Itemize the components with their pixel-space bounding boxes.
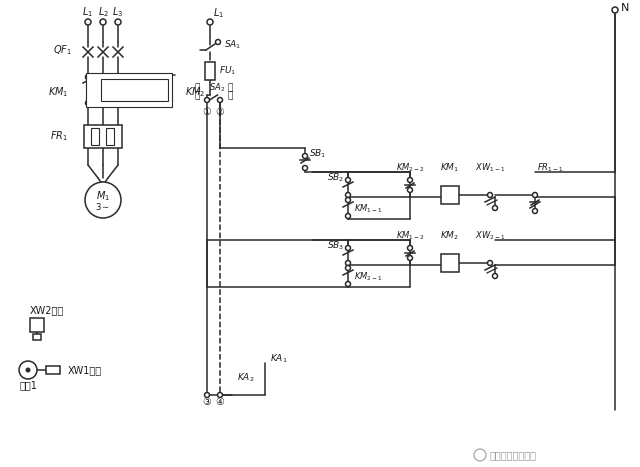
- Text: ②: ②: [216, 107, 225, 117]
- Circle shape: [408, 255, 413, 261]
- Text: $SB_1$: $SB_1$: [309, 148, 326, 160]
- Text: 手: 手: [227, 84, 233, 92]
- Text: $SA_1$: $SA_1$: [224, 39, 241, 51]
- Circle shape: [207, 19, 213, 25]
- Text: $KM_{1-1}$: $KM_{1-1}$: [354, 203, 383, 215]
- Circle shape: [408, 246, 413, 250]
- Circle shape: [136, 100, 141, 106]
- Bar: [441, 254, 459, 272]
- Text: 电工技术知识学习: 电工技术知识学习: [490, 450, 537, 460]
- Bar: [84, 125, 122, 148]
- Circle shape: [303, 165, 307, 170]
- Text: ③: ③: [203, 397, 211, 407]
- Circle shape: [163, 75, 168, 79]
- Circle shape: [205, 392, 209, 397]
- Text: $L_1$: $L_1$: [83, 5, 93, 19]
- Circle shape: [346, 266, 351, 270]
- Circle shape: [136, 75, 141, 79]
- Text: $KM_{1-2}$: $KM_{1-2}$: [396, 230, 424, 242]
- Text: 动: 动: [195, 92, 200, 100]
- Text: $M_1$: $M_1$: [96, 189, 110, 203]
- Text: $KA_1$: $KA_1$: [270, 353, 287, 365]
- Text: 自: 自: [195, 84, 200, 92]
- Circle shape: [218, 98, 223, 102]
- Circle shape: [493, 274, 497, 278]
- Circle shape: [85, 182, 121, 218]
- Circle shape: [408, 187, 413, 192]
- Text: $SB_3$: $SB_3$: [326, 240, 344, 252]
- Text: $FR_1$: $FR_1$: [50, 129, 68, 143]
- Text: $KM_2$: $KM_2$: [185, 85, 205, 99]
- Circle shape: [532, 208, 538, 213]
- Text: $L_1$: $L_1$: [213, 6, 224, 20]
- Bar: [30, 318, 44, 332]
- Circle shape: [85, 19, 91, 25]
- Text: N: N: [621, 3, 629, 13]
- Circle shape: [100, 75, 106, 79]
- Circle shape: [216, 40, 221, 44]
- Circle shape: [86, 75, 90, 79]
- Text: $QF_1$: $QF_1$: [53, 43, 72, 57]
- Text: 动: 动: [227, 92, 233, 100]
- Text: $XW_{2-1}$: $XW_{2-1}$: [475, 230, 505, 242]
- Text: $SB_2$: $SB_2$: [326, 172, 344, 184]
- Circle shape: [150, 100, 154, 106]
- Text: $FR_{1-1}$: $FR_{1-1}$: [537, 162, 564, 174]
- Circle shape: [218, 392, 223, 397]
- Circle shape: [346, 261, 351, 266]
- Text: 凸轮1: 凸轮1: [19, 380, 37, 390]
- Text: $XW_{1-1}$: $XW_{1-1}$: [475, 162, 505, 174]
- Text: $L_3$: $L_3$: [113, 5, 124, 19]
- Circle shape: [100, 100, 106, 106]
- Circle shape: [100, 19, 106, 25]
- Circle shape: [115, 100, 120, 106]
- Text: $L_2$: $L_2$: [97, 5, 109, 19]
- Bar: [33, 334, 41, 340]
- Circle shape: [346, 246, 351, 250]
- Text: $KM_{2-1}$: $KM_{2-1}$: [354, 271, 383, 283]
- Text: XW1全开: XW1全开: [68, 365, 102, 375]
- Circle shape: [532, 192, 538, 198]
- Text: ④: ④: [216, 397, 225, 407]
- Bar: [46, 366, 60, 374]
- Circle shape: [163, 100, 168, 106]
- Circle shape: [408, 177, 413, 183]
- Text: $KM_1$: $KM_1$: [47, 85, 68, 99]
- Bar: [441, 186, 459, 204]
- Text: $KM_1$: $KM_1$: [440, 162, 460, 174]
- Text: $FU_1$: $FU_1$: [219, 65, 236, 77]
- Circle shape: [493, 205, 497, 211]
- Text: ①: ①: [203, 107, 211, 117]
- Circle shape: [150, 75, 154, 79]
- Text: $KA_2$: $KA_2$: [237, 372, 255, 384]
- Circle shape: [346, 192, 351, 198]
- Circle shape: [612, 7, 618, 13]
- Text: XW2全关: XW2全关: [30, 305, 64, 315]
- Text: $KM_{2-2}$: $KM_{2-2}$: [396, 162, 424, 174]
- Circle shape: [19, 361, 37, 379]
- Circle shape: [115, 75, 120, 79]
- Bar: [106, 128, 114, 145]
- Circle shape: [488, 261, 493, 266]
- Bar: [101, 79, 168, 101]
- Circle shape: [26, 368, 31, 373]
- Bar: [91, 128, 99, 145]
- Circle shape: [86, 100, 90, 106]
- Bar: [205, 62, 215, 80]
- Circle shape: [205, 98, 209, 102]
- Circle shape: [115, 19, 121, 25]
- Circle shape: [346, 198, 351, 203]
- Bar: [86, 73, 172, 107]
- Circle shape: [346, 177, 351, 183]
- Circle shape: [488, 192, 493, 198]
- Circle shape: [346, 282, 351, 286]
- Circle shape: [346, 213, 351, 219]
- Text: $KM_2$: $KM_2$: [440, 230, 460, 242]
- Text: $SA_2$: $SA_2$: [209, 82, 225, 94]
- Circle shape: [303, 154, 307, 158]
- Text: $3{\sim}$: $3{\sim}$: [95, 200, 111, 212]
